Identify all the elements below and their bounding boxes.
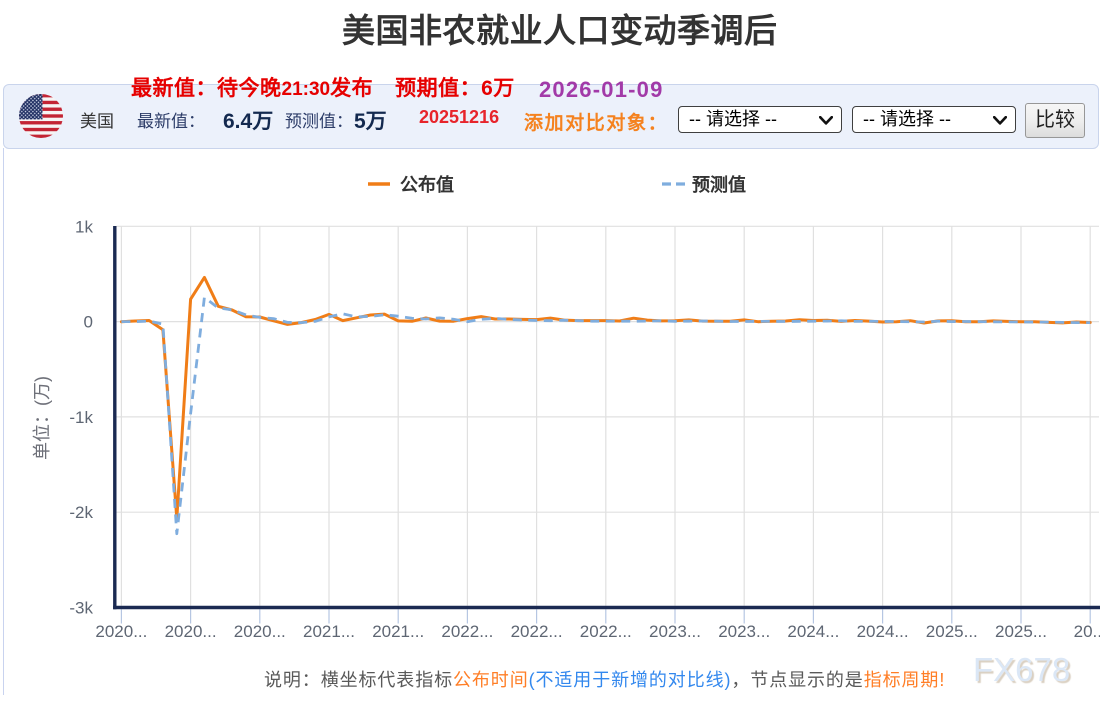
svg-text:2024...: 2024... xyxy=(857,622,909,641)
svg-text:1k: 1k xyxy=(75,217,93,236)
svg-text:2022...: 2022... xyxy=(511,622,563,641)
svg-text:预测值: 预测值 xyxy=(692,174,746,195)
svg-text:2020...: 2020... xyxy=(165,622,217,641)
svg-text:2025...: 2025... xyxy=(995,622,1047,641)
svg-text:2022...: 2022... xyxy=(580,622,632,641)
svg-text:2023...: 2023... xyxy=(649,622,701,641)
svg-text:2021...: 2021... xyxy=(372,622,424,641)
svg-text:2020...: 2020... xyxy=(234,622,286,641)
svg-text:2020...: 2020... xyxy=(95,622,147,641)
svg-text:2024...: 2024... xyxy=(787,622,839,641)
svg-text:-2k: -2k xyxy=(69,503,93,522)
svg-text:-1k: -1k xyxy=(69,408,93,427)
svg-text:2025...: 2025... xyxy=(926,622,978,641)
svg-text:公布值: 公布值 xyxy=(400,174,454,195)
svg-text:单位：(万): 单位：(万) xyxy=(32,376,52,460)
svg-text:2023...: 2023... xyxy=(718,622,770,641)
svg-text:2021...: 2021... xyxy=(303,622,355,641)
svg-text:0: 0 xyxy=(84,313,93,332)
svg-text:2022...: 2022... xyxy=(441,622,493,641)
svg-text:-3k: -3k xyxy=(69,599,93,618)
svg-text:20...: 20... xyxy=(1074,622,1100,641)
